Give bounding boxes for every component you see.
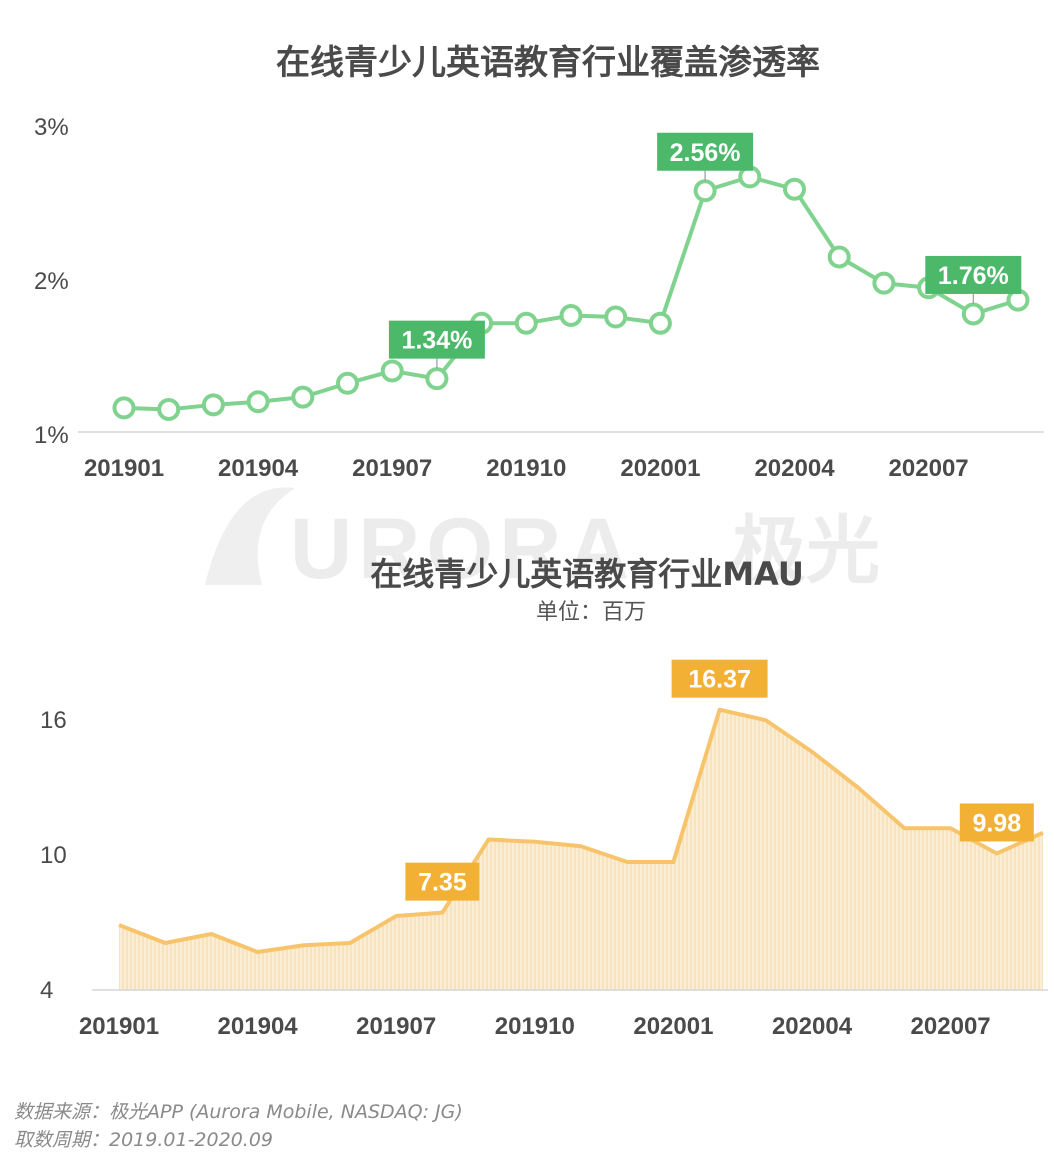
chart1-point-202005 <box>827 245 851 269</box>
chart2-x-tick: 202007 <box>911 1013 991 1040</box>
chart1-point-201904 <box>246 390 270 414</box>
chart2-callout-box <box>671 659 768 698</box>
chart2-callout-label: 16.37 <box>688 666 751 694</box>
chart1-y-tick: 1% <box>34 422 69 449</box>
chart2-x-tick: 202001 <box>633 1013 713 1040</box>
chart2-x-tick: 201910 <box>495 1013 575 1040</box>
chart1-point-202004 <box>783 177 806 201</box>
chart1-x-tick: 202004 <box>754 455 835 482</box>
aurora-logo-icon <box>205 487 295 585</box>
chart1-point-202008 <box>961 302 985 326</box>
chart2-callout-label: 7.35 <box>418 869 467 897</box>
period-text: 取数周期：2019.01-2020.09 <box>14 1129 273 1151</box>
chart1-point-202006 <box>872 271 896 295</box>
chart1-x-tick: 201901 <box>84 455 164 482</box>
chart2-callout-box <box>959 803 1034 842</box>
chart1-callout-label: 1.76% <box>938 262 1009 290</box>
chart1-point-201905 <box>291 385 315 409</box>
chart2-series-line <box>118 707 1044 954</box>
chart1-point-201908 <box>425 367 449 391</box>
chart1-point-202002 <box>693 179 717 203</box>
source-text: 数据来源：极光APP (Aurora Mobile, NASDAQ: JG) <box>14 1101 463 1123</box>
chart2-x-tick: 201907 <box>356 1013 436 1040</box>
chart1-point-201903 <box>201 393 225 417</box>
chart2-y-tick: 16 <box>40 707 67 734</box>
chart2-x-tick: 201904 <box>218 1013 299 1040</box>
chart1-y-tick: 2% <box>34 268 69 295</box>
chart1-point-201910 <box>514 311 538 335</box>
chart1-callout-label: 1.34% <box>401 327 472 355</box>
chart1-point-201906 <box>336 371 359 395</box>
chart2-subtitle: 单位：百万 <box>536 600 646 625</box>
watermark-text: URORA <box>290 501 635 597</box>
chart2-title: 在线青少儿英语教育行业MAU <box>370 555 804 593</box>
chart1-x-tick: 202007 <box>889 455 969 482</box>
chart1-callout-box <box>925 255 1022 294</box>
chart1-callout-box <box>657 132 754 171</box>
chart1-point-201911 <box>559 304 583 327</box>
chart1-x-tick: 201904 <box>218 455 299 482</box>
chart1-x-tick: 201907 <box>352 455 432 482</box>
chart1-callout-box <box>388 320 485 359</box>
chart1-y-tick: 3% <box>34 114 69 141</box>
chart1-callout-label: 2.56% <box>670 139 741 167</box>
chart2-callout-box <box>405 862 480 901</box>
chart2-x-tick: 201901 <box>79 1013 159 1040</box>
chart1-point-202001 <box>648 311 672 335</box>
chart1-point-201901 <box>112 396 136 420</box>
mau-area-chart: 4 10 16 201901 201904 201907 201910 202001 20200… <box>40 659 1048 1040</box>
watermark-cn-text: 极光 <box>732 508 880 594</box>
aurora-watermark: URORA 极光 <box>205 487 880 597</box>
chart1-point-201912 <box>604 305 628 329</box>
chart1-title: 在线青少儿英语教育行业覆盖渗透率 <box>276 43 820 83</box>
chart1-point-201907 <box>380 359 404 383</box>
chart2-y-tick: 4 <box>40 977 53 1004</box>
chart2-x-tick: 202004 <box>772 1013 853 1040</box>
penetration-line-chart: 1% 2% 3% 201901 201904 201907 201910 202001 2020… <box>34 114 1044 482</box>
chart2-y-tick: 10 <box>40 842 67 869</box>
chart2-area-fill <box>119 709 1043 990</box>
chart1-x-tick: 201910 <box>486 455 566 482</box>
chart1-point-201902 <box>157 397 181 421</box>
chart1-x-tick: 202001 <box>620 455 700 482</box>
chart2-callout-label: 9.98 <box>972 809 1021 837</box>
